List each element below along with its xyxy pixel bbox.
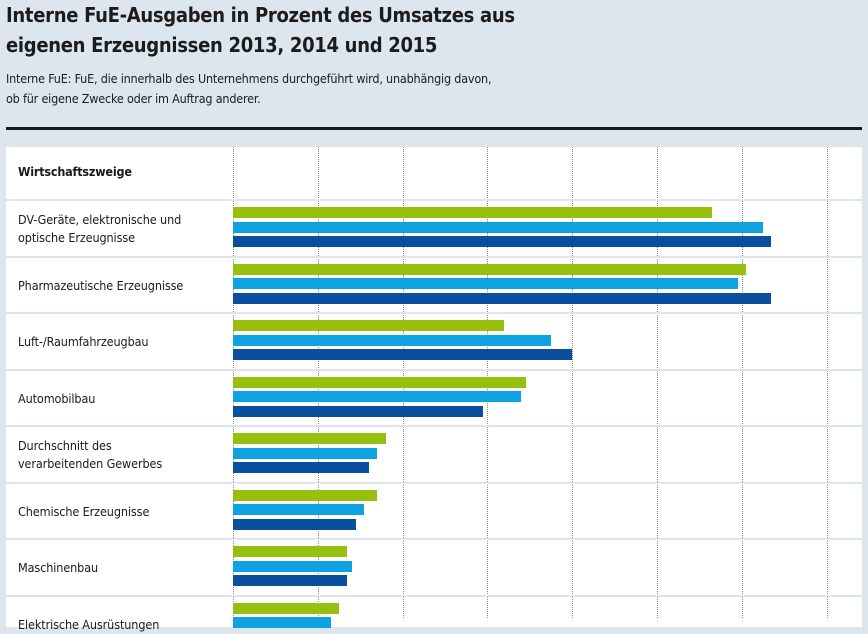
row-label: Chemische Erzeugnisse	[18, 503, 228, 521]
row-label: DV-Geräte, elektronische und optische Erz…	[18, 211, 228, 247]
bar-2014	[233, 617, 331, 628]
row-label-line: verarbeitenden Gewerbes	[18, 456, 163, 471]
row-label: Automobilbau	[18, 390, 228, 408]
bar-2014	[233, 221, 763, 233]
row-separator	[6, 482, 862, 484]
bar-2015	[233, 292, 772, 304]
bar-2014	[233, 504, 365, 515]
row-separator	[6, 312, 862, 314]
bar-2014	[233, 447, 378, 459]
row-label-line: Chemische Erzeugnisse	[18, 503, 150, 519]
chart-title: Interne FuE-Ausgaben in Prozent des Umsa…	[6, 0, 606, 60]
header-divider	[6, 127, 862, 130]
row-label-line: Durchschnitt des	[18, 438, 112, 453]
bar-2015	[233, 518, 356, 530]
row-label-line: Elektrische Ausrüstungen	[18, 616, 160, 632]
bar-chart: DV-Geräte, elektronische und optische Erz…	[6, 147, 862, 632]
bar-2013	[233, 433, 386, 444]
column-header-wirtschaftszweige: Wirtschaftszweige	[18, 164, 132, 179]
bar-2015	[233, 462, 369, 473]
row-separator	[6, 369, 862, 371]
bar-2015	[233, 405, 484, 417]
chart-title-line-2: eigenen Erzeugnissen 2013, 2014 und 2015	[6, 33, 438, 57]
row-separator	[6, 595, 862, 597]
row-label: Durchschnitt des verarbeitenden Gewerbes	[18, 437, 228, 473]
gridline-14	[826, 147, 828, 618]
bar-2014	[233, 278, 738, 289]
row-label: Luft-/Raumfahrzeugbau	[18, 333, 228, 351]
row-label-line: Maschinenbau	[18, 560, 99, 575]
row-separator	[6, 199, 862, 201]
row-label-line: Luft-/Raumfahrzeugbau	[18, 334, 149, 349]
gridline-8	[572, 147, 574, 618]
chart-title-line-1: Interne FuE-Ausgaben in Prozent des Umsa…	[6, 3, 515, 27]
bar-2013	[233, 376, 526, 388]
bar-2014	[233, 560, 352, 572]
row-separator	[6, 538, 862, 540]
row-label-line: Pharmazeutische Erzeugnisse	[18, 277, 184, 293]
row-label-line: Automobilbau	[18, 390, 96, 406]
bar-2013	[233, 602, 339, 614]
bar-2015	[233, 575, 348, 586]
bar-2013	[233, 207, 713, 218]
bar-2013	[233, 320, 505, 331]
row-label-line: optische Erzeugnisse	[18, 230, 135, 245]
bar-2013	[233, 546, 348, 557]
row-label-line: DV-Geräte, elektronische und	[18, 212, 182, 227]
row-label: Pharmazeutische Erzeugnisse	[18, 277, 228, 295]
gridline-12	[741, 147, 743, 618]
bar-2014	[233, 391, 522, 402]
bar-2015	[233, 236, 772, 247]
chart-subtitle-line-1: Interne FuE: FuE, die innerhalb des Unte…	[6, 71, 492, 86]
row-separator	[6, 256, 862, 258]
row-label: Elektrische Ausrüstungen	[18, 616, 228, 634]
bar-2015	[233, 349, 573, 360]
row-separator	[6, 425, 862, 427]
chart-subtitle-line-2: ob für eigene Zwecke oder im Auftrag and…	[6, 91, 261, 106]
row-label: Maschinenbau	[18, 559, 228, 577]
gridline-10	[657, 147, 658, 618]
bar-2013	[233, 263, 747, 275]
chart-subtitle: Interne FuE: FuE, die innerhalb des Unte…	[6, 69, 706, 109]
bar-2013	[233, 489, 378, 501]
bar-2014	[233, 334, 551, 346]
